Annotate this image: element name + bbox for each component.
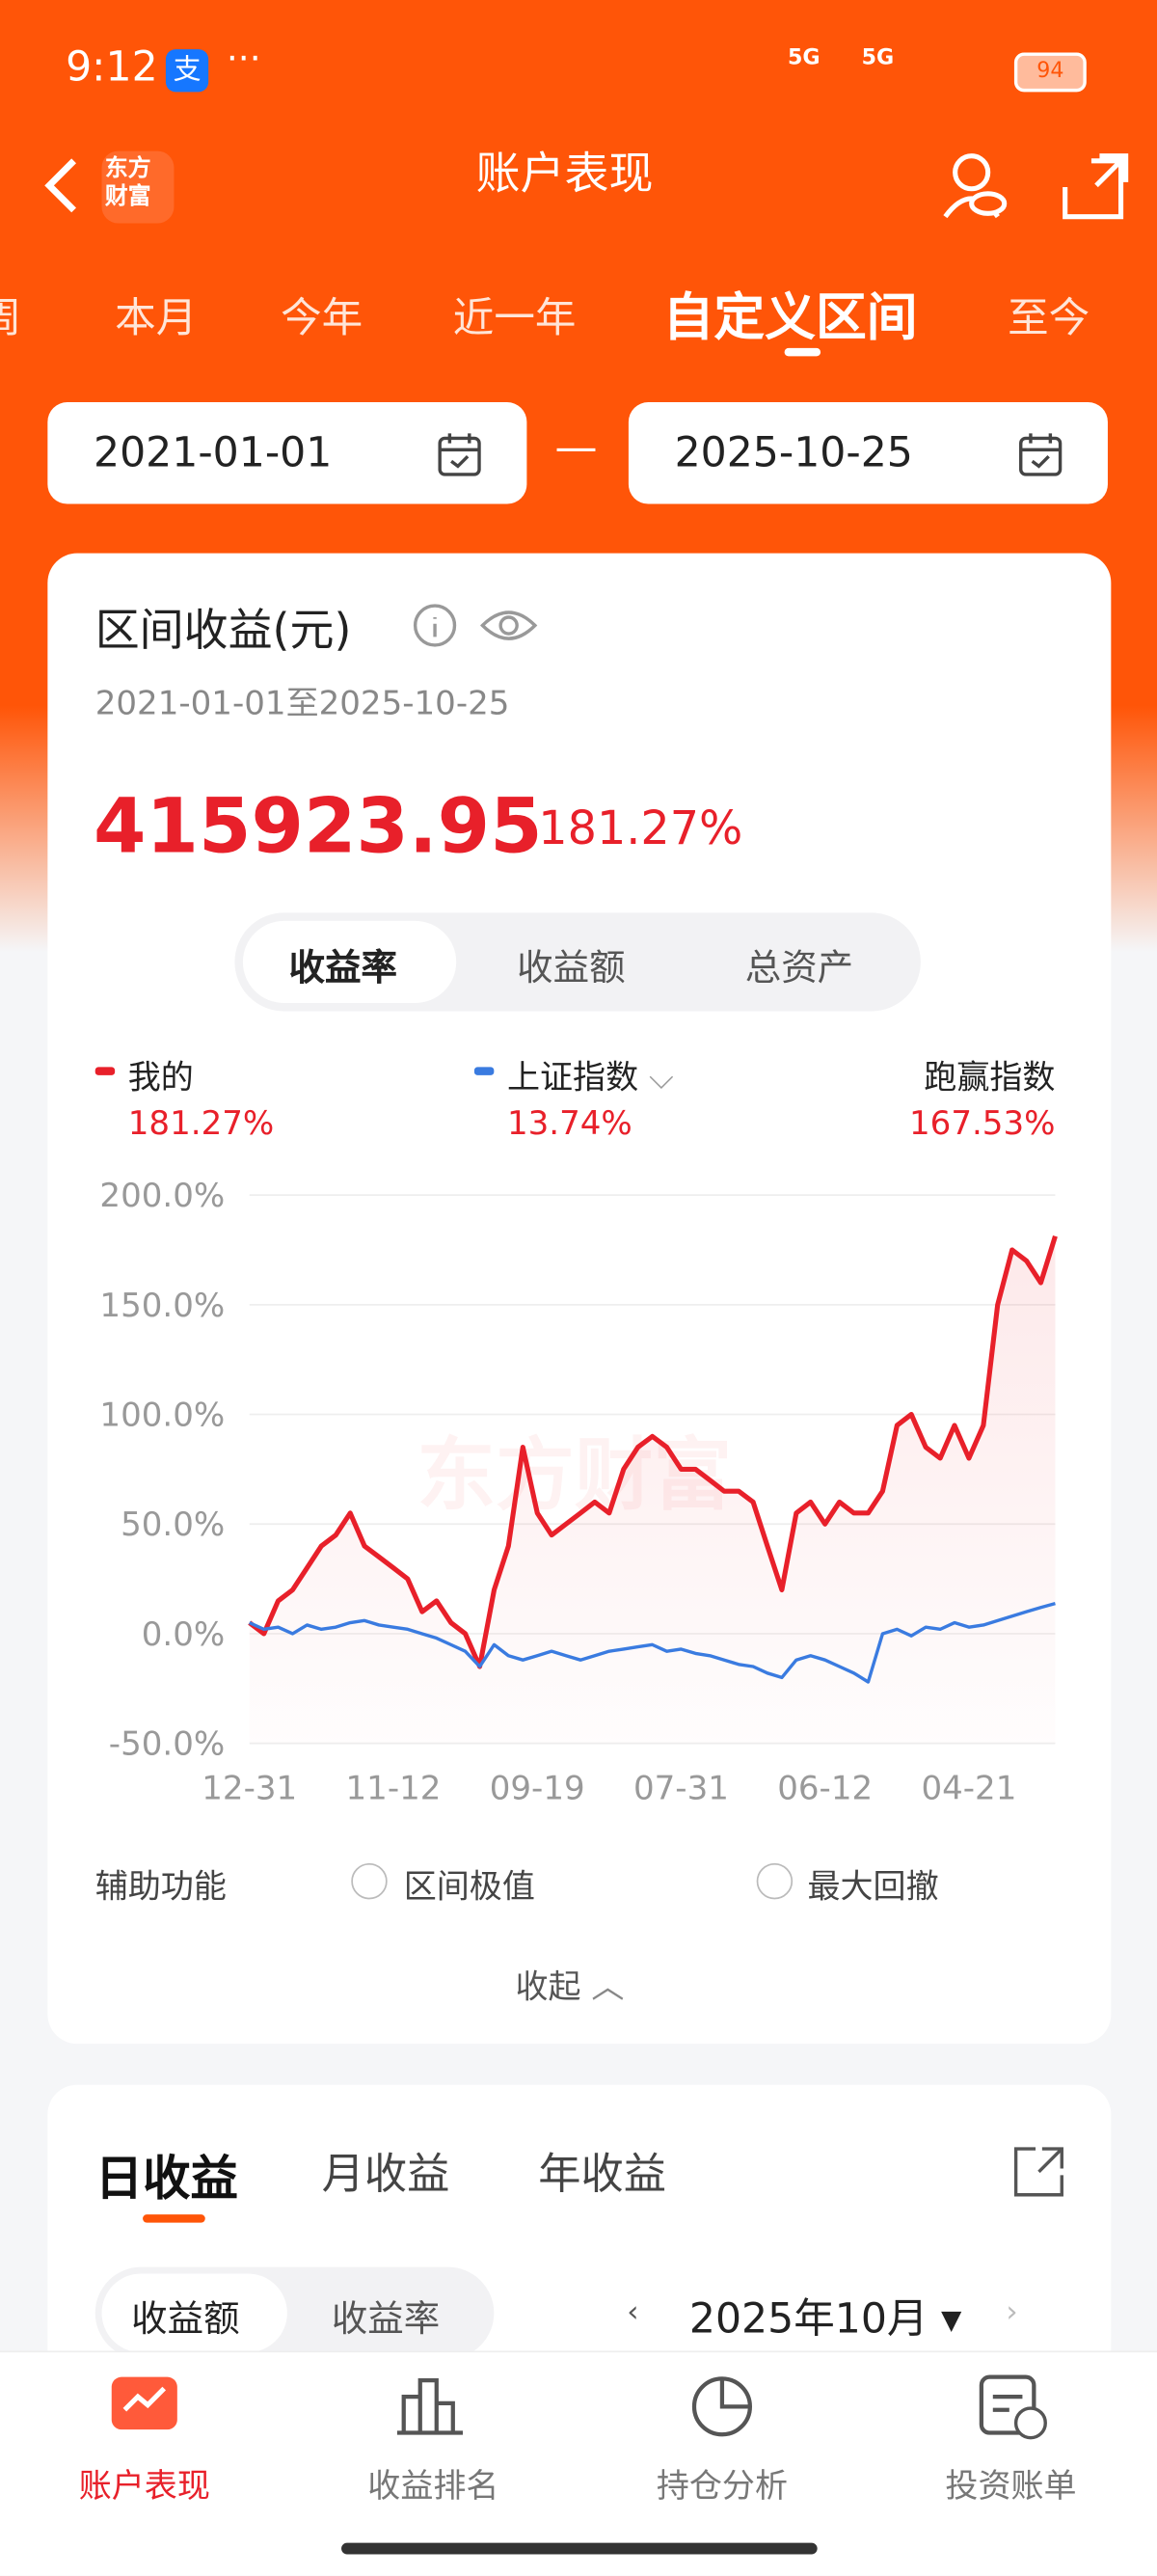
network: 5G: [788, 45, 821, 71]
nav-icons: [111, 2374, 1047, 2440]
outperform-label: 跑赢指数: [924, 1057, 1056, 1098]
x-tick-label: 06-12: [777, 1770, 873, 1808]
legend-value: 13.74%: [506, 1102, 632, 1143]
x-tick-label: 04-21: [921, 1770, 1016, 1808]
earnings-tab[interactable]: 日收益: [94, 2150, 238, 2207]
area: [249, 1235, 1056, 1744]
legend-swatch: [473, 1067, 495, 1075]
period-tab[interactable]: 自定义区间: [662, 288, 918, 348]
toggle-option[interactable]: 收益额: [131, 2299, 240, 2342]
collapse[interactable]: 收起 ︿: [515, 1966, 625, 2007]
period-tab[interactable]: 本月: [115, 293, 198, 342]
legend-text: 上证指数: [506, 1057, 639, 1098]
share-icon[interactable]: [1009, 2142, 1068, 2201]
tool-option[interactable]: 区间极值: [403, 1866, 535, 1907]
series-line: [249, 1601, 1056, 1684]
date-separator: —: [554, 423, 598, 474]
legend-value: 181.27%: [127, 1102, 275, 1143]
earnings-tab[interactable]: 年收益: [538, 2150, 667, 2200]
month-text: 2025年10月: [688, 2294, 928, 2343]
network: 5G: [861, 45, 895, 71]
range-text: 2021-01-01至2025-10-25: [94, 683, 510, 722]
y-tick-label: 100.0%: [99, 1396, 225, 1434]
y-tick-label: 150.0%: [99, 1287, 225, 1325]
outperform-value: 167.53%: [909, 1102, 1056, 1143]
y-tick-label: 50.0%: [121, 1505, 225, 1544]
x-tick-label: 09-19: [490, 1770, 585, 1808]
battery: 94: [1013, 52, 1087, 93]
rate: 181.27%: [538, 800, 743, 855]
y-tick-label: -50.0%: [109, 1725, 225, 1764]
start-date[interactable]: 2021-01-01: [47, 402, 527, 504]
legend-name: 我的: [127, 1057, 194, 1098]
logo-text: 财富: [104, 183, 151, 210]
nav-item[interactable]: 持仓分析: [656, 2465, 789, 2506]
period-tab[interactable]: 至今: [1008, 293, 1090, 342]
date-text: 2025-10-25: [674, 428, 913, 476]
more-dots: ···: [226, 39, 261, 81]
nav-item[interactable]: 投资账单: [945, 2465, 1077, 2506]
metric-tab[interactable]: 收益额: [517, 948, 626, 990]
tab-indicator: [784, 347, 821, 357]
toggle-active: [101, 2273, 287, 2353]
series-line: [248, 1234, 1058, 1669]
nav-item[interactable]: 收益排名: [367, 2465, 499, 2506]
tool-option[interactable]: 最大回撤: [807, 1866, 939, 1907]
x-tick-label: 11-12: [346, 1770, 442, 1808]
y-tick-label: 0.0%: [142, 1615, 225, 1654]
calendar-icon: [1019, 433, 1063, 476]
logo-text: 东方: [104, 155, 151, 182]
period-tab[interactable]: 周: [0, 285, 21, 344]
toggle-option[interactable]: 收益率: [331, 2299, 441, 2342]
collapse-text: 收起: [515, 1966, 581, 2007]
prev-month[interactable]: ‹: [627, 2294, 639, 2330]
line-chart: 东方财富 -50.0%0.0%50.0%100.0%150.0%200.0%12…: [99, 1177, 1058, 1808]
x-tick-label: 07-31: [633, 1770, 729, 1808]
period-tab[interactable]: 今年: [281, 293, 363, 342]
amount: 415923.95: [94, 781, 543, 871]
bottom-bar: [0, 2350, 1157, 2576]
end-date[interactable]: 2025-10-25: [628, 402, 1108, 504]
home-indicator: [341, 2542, 818, 2555]
returns-card: [47, 553, 1112, 2045]
date-text: 2021-01-01: [94, 428, 333, 476]
legend-swatch: [94, 1067, 116, 1075]
metric-tab[interactable]: 总资产: [744, 948, 854, 990]
time: 9:12: [66, 42, 158, 91]
nav-item[interactable]: 账户表现: [78, 2465, 210, 2506]
calendar-icon: [438, 433, 481, 476]
x-tick-label: 12-31: [202, 1770, 297, 1808]
radio[interactable]: [756, 1862, 794, 1900]
tools-label: 辅助功能: [94, 1866, 227, 1907]
card-title: 区间收益(元): [94, 606, 352, 657]
app-icon: 支: [165, 49, 209, 93]
month[interactable]: 2025年10月 ▾: [688, 2294, 962, 2343]
logo: 东方 财富: [105, 156, 151, 212]
radio[interactable]: [351, 1862, 388, 1900]
info-eye-icons[interactable]: [411, 598, 542, 654]
header-icons[interactable]: [935, 148, 1132, 230]
earnings-indicator: [143, 2214, 205, 2223]
page-title: 账户表现: [475, 149, 654, 201]
metric-tab[interactable]: 收益率: [288, 948, 397, 990]
metric-active: [242, 920, 457, 1004]
next-month[interactable]: ›: [1006, 2294, 1018, 2330]
y-tick-label: 200.0%: [99, 1177, 225, 1215]
period-tab[interactable]: 近一年: [452, 293, 577, 342]
earnings-tab[interactable]: 月收益: [321, 2150, 450, 2200]
legend-name[interactable]: 上证指数 ⌵: [506, 1057, 674, 1098]
back-logo[interactable]: [33, 148, 197, 230]
